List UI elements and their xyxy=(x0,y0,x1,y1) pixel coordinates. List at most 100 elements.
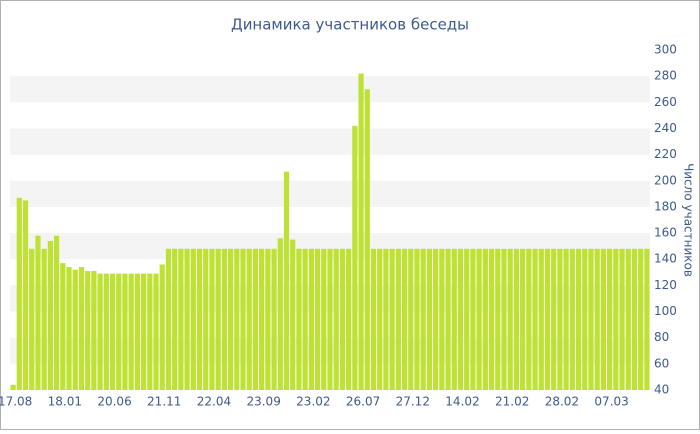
bar xyxy=(277,238,283,390)
bar xyxy=(619,248,625,390)
bar xyxy=(476,248,482,390)
grid-band xyxy=(10,128,650,155)
bar xyxy=(594,248,600,390)
y-tick-label: 200 xyxy=(654,173,677,187)
bar xyxy=(172,248,178,390)
bar xyxy=(644,248,650,390)
bar xyxy=(240,248,246,390)
x-tick-label: 26.07 xyxy=(346,395,380,409)
bar xyxy=(482,248,488,390)
bar xyxy=(389,248,395,390)
bar xyxy=(358,73,364,391)
bar xyxy=(364,89,370,390)
bar xyxy=(457,248,464,390)
y-tick-label: 60 xyxy=(654,356,669,370)
bar xyxy=(582,248,588,390)
bar xyxy=(165,248,172,390)
bar xyxy=(72,269,78,390)
y-tick-label: 40 xyxy=(654,383,669,397)
bar xyxy=(78,267,85,390)
y-tick-label: 100 xyxy=(654,304,677,318)
bar xyxy=(215,248,221,390)
bar xyxy=(196,248,203,390)
bar xyxy=(22,200,29,390)
bar xyxy=(420,248,426,390)
bar xyxy=(91,271,97,390)
y-tick-label: 240 xyxy=(654,121,677,135)
bar xyxy=(408,248,414,390)
bar xyxy=(544,248,551,390)
x-tick-label: 14.02 xyxy=(445,395,479,409)
bar xyxy=(122,273,128,390)
bar xyxy=(532,248,538,390)
bar xyxy=(221,248,227,390)
bar xyxy=(109,273,116,390)
x-tick-label: 27.12 xyxy=(396,395,430,409)
bar xyxy=(625,248,631,390)
x-tick-label: 22.04 xyxy=(197,395,231,409)
y-tick-label: 140 xyxy=(654,252,677,266)
x-tick-label: 21.11 xyxy=(147,395,181,409)
bar xyxy=(53,235,60,390)
bar xyxy=(495,248,501,390)
bar xyxy=(41,248,47,390)
x-tick-label: 07.03 xyxy=(594,395,628,409)
bar xyxy=(29,248,35,390)
bar xyxy=(557,248,563,390)
bar xyxy=(265,248,271,390)
bar xyxy=(60,263,66,390)
x-tick-label: 23.09 xyxy=(246,395,280,409)
bar xyxy=(259,248,265,390)
bar xyxy=(302,248,308,390)
x-tick-label: 23.02 xyxy=(296,395,330,409)
x-tick-label: 21.02 xyxy=(495,395,529,409)
bar xyxy=(290,239,296,390)
bar xyxy=(10,384,16,390)
bar xyxy=(16,197,22,390)
y-tick-label: 300 xyxy=(654,43,677,57)
bar xyxy=(451,248,457,390)
bar xyxy=(314,248,321,390)
bar xyxy=(327,248,333,390)
bar xyxy=(252,248,259,390)
bar xyxy=(234,248,240,390)
y-tick-label: 280 xyxy=(654,69,677,83)
x-tick-label: 18.01 xyxy=(48,395,82,409)
bar xyxy=(209,248,215,390)
bar xyxy=(563,248,569,390)
bar xyxy=(439,248,445,390)
bar xyxy=(283,171,290,390)
bar xyxy=(153,273,159,390)
bar xyxy=(569,248,575,390)
bar xyxy=(321,248,327,390)
bar xyxy=(346,248,352,390)
bar xyxy=(134,273,140,390)
bar xyxy=(190,248,196,390)
bar xyxy=(470,248,476,390)
bar xyxy=(178,248,184,390)
x-tick-label: 17.08 xyxy=(0,395,32,409)
y-tick-label: 260 xyxy=(654,95,677,109)
bar xyxy=(296,248,302,390)
bar xyxy=(600,248,607,390)
bar xyxy=(147,273,153,390)
bar xyxy=(520,248,526,390)
y-tick-label: 220 xyxy=(654,147,677,161)
bar xyxy=(246,248,252,390)
bar xyxy=(401,248,408,390)
bar xyxy=(47,240,53,390)
grid-band xyxy=(10,76,650,103)
bar xyxy=(333,248,339,390)
bar xyxy=(227,248,234,390)
x-tick-label: 20.06 xyxy=(97,395,131,409)
bar xyxy=(445,248,451,390)
bar xyxy=(271,248,277,390)
bar xyxy=(638,248,644,390)
bar xyxy=(370,248,377,390)
bar xyxy=(203,248,209,390)
bar xyxy=(383,248,389,390)
bar xyxy=(395,248,401,390)
bar xyxy=(551,248,557,390)
bar xyxy=(507,248,513,390)
